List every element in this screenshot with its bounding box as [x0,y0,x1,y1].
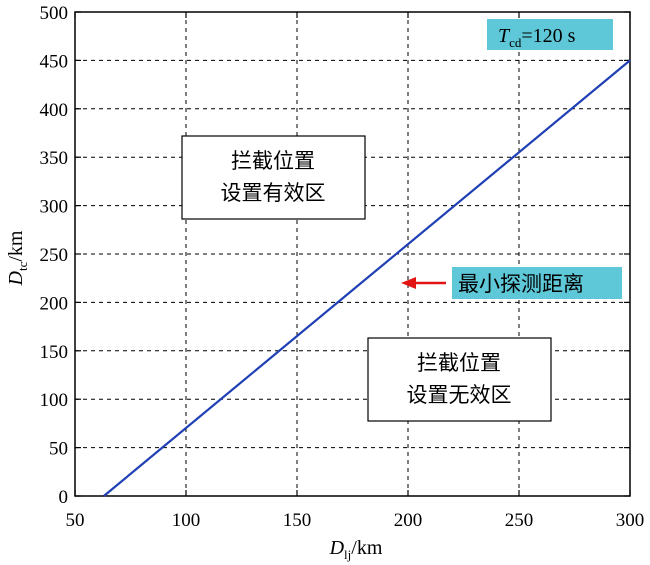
y-tick-labels: 0 50 100 150 200 250 300 350 400 450 500 [40,3,69,508]
y-axis-label-subscript: tc [15,261,30,271]
x-tick-label: 150 [283,510,312,531]
axis-ticks [74,11,631,497]
y-tick-label: 100 [40,390,69,411]
arrow-label-background [452,267,622,299]
param-value: =120 s [521,25,575,47]
y-tick-label: 350 [40,148,69,169]
y-tick-label: 0 [59,487,69,508]
upper-region-line1: 拦截位置 [231,149,315,173]
grid-lines [75,12,630,496]
y-axis-label-symbol: D [5,270,27,286]
y-tick-label: 50 [49,439,68,460]
y-tick-label: 250 [40,245,69,266]
min-detection-annotation: 最小探测距离 [401,267,622,299]
series-line [103,59,631,497]
param-subscript: cd [509,35,522,50]
x-axis-label-subscript: lj [344,547,351,562]
y-tick-label: 200 [40,293,69,314]
param-symbol: T [498,25,511,47]
y-tick-label: 400 [40,100,69,121]
y-tick-label: 500 [40,3,69,24]
red-arrow-head-icon [401,277,416,289]
x-tick-label: 50 [66,510,85,531]
param-label-background [487,19,613,50]
param-label: Tcd=120 s [487,19,613,50]
lower-region-line2: 设置无效区 [407,383,512,407]
y-tick-label: 450 [40,51,69,72]
x-tick-label: 200 [394,510,423,531]
x-tick-label: 100 [172,510,201,531]
x-axis-label-unit: /km [351,537,383,559]
arrow-label-text: 最小探测距离 [458,272,584,296]
x-tick-label: 250 [505,510,534,531]
y-tick-label: 300 [40,197,69,218]
x-axis-label: Dlj/km [329,537,383,562]
upper-region-line2: 设置有效区 [221,181,326,205]
y-axis-label-unit: /km [5,230,27,262]
x-tick-label: 300 [616,510,645,531]
param-label-text: Tcd=120 s [498,25,576,50]
lower-region-label: 拦截位置 设置无效区 [367,337,552,422]
y-axis-label: Dtc/km [5,230,30,286]
y-tick-label: 150 [40,342,69,363]
upper-region-label: 拦截位置 设置有效区 [181,135,366,220]
lower-region-line1: 拦截位置 [417,351,501,375]
x-tick-labels: 50 100 150 200 250 300 [66,510,645,531]
series-group [103,59,631,497]
x-axis-label-symbol: D [329,537,345,559]
